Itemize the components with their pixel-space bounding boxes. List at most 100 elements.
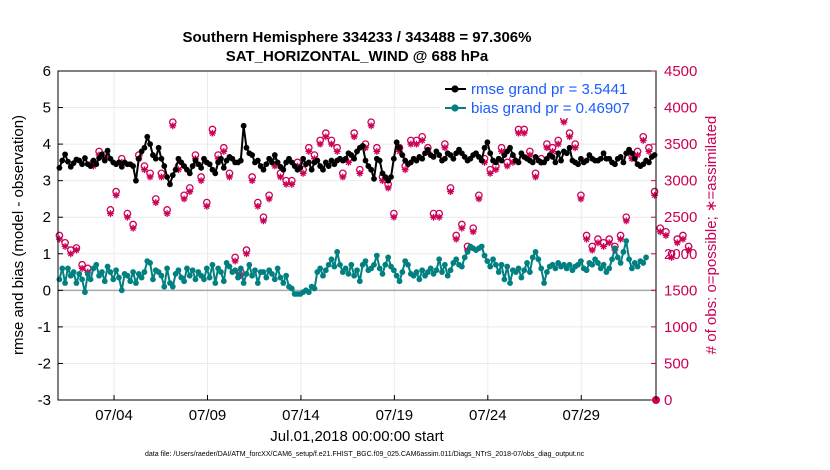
y-tick-label: -1 <box>38 319 51 336</box>
chart-title: Southern Hemisphere 334233 / 343488 = 97… <box>183 29 532 46</box>
rmse-point <box>419 155 426 162</box>
bias-point <box>521 267 528 274</box>
asterisk-stroke <box>266 196 272 202</box>
bias-point <box>342 265 349 272</box>
legend-bias-marker <box>451 104 459 112</box>
asterisk-stroke <box>322 133 329 140</box>
asterisk-stroke <box>130 225 136 232</box>
y2-tick-label: 2500 <box>664 209 697 226</box>
rmse-point <box>144 133 151 140</box>
obs-assimilated-marker <box>600 243 607 250</box>
rmse-point <box>376 157 383 164</box>
x-tick-label: 07/14 <box>282 407 320 424</box>
asterisk-stroke <box>408 141 414 147</box>
obs-assimilated-marker <box>129 224 137 232</box>
obs-assimilated-marker <box>384 184 392 192</box>
bias-point <box>101 278 108 285</box>
legend-box <box>440 76 654 118</box>
asterisk-stroke <box>646 148 652 155</box>
asterisk-stroke <box>572 144 579 151</box>
bias-point <box>181 278 188 285</box>
asterisk-stroke <box>141 166 148 173</box>
obs-assimilated-marker <box>260 217 267 225</box>
bias-point <box>595 260 601 266</box>
bias-point <box>529 254 536 261</box>
bias-point <box>373 252 380 259</box>
bias-point <box>487 263 494 270</box>
asterisk-stroke <box>430 214 437 221</box>
rmse-point <box>87 163 94 169</box>
obs-assimilated-marker <box>152 199 160 206</box>
bias-point <box>507 280 513 286</box>
y-tick-label: 1 <box>43 246 51 263</box>
bias-point <box>379 270 386 277</box>
bias-point <box>552 265 559 272</box>
asterisk-stroke <box>300 170 306 177</box>
rmse-point <box>297 164 304 171</box>
rmse-point <box>399 152 406 158</box>
rmse-point <box>161 163 168 169</box>
obs-assimilated-marker <box>328 140 335 148</box>
x-tick-label: 07/09 <box>189 407 227 424</box>
rmse-point <box>152 155 159 162</box>
bias-point <box>79 276 85 283</box>
y-tick-label: 3 <box>43 173 51 190</box>
rmse-point <box>351 155 358 162</box>
asterisk-stroke <box>334 148 341 155</box>
asterisk-stroke <box>317 141 323 147</box>
rmse-point <box>218 155 224 162</box>
bias-point <box>220 278 227 285</box>
footer-data-file: data file: /Users/raeder/DAI/ATM_forcXX/… <box>145 451 585 458</box>
rmse-point <box>552 159 559 166</box>
obs-assimilated-marker <box>656 228 664 236</box>
obs-assimilated-marker <box>566 133 573 141</box>
asterisk-stroke <box>368 122 375 129</box>
bias-point <box>481 252 488 259</box>
asterisk-stroke <box>67 250 74 257</box>
bias-point <box>175 267 182 274</box>
asterisk-stroke <box>226 174 233 180</box>
obs-assimilated-marker <box>305 148 313 155</box>
obs-assimilated-marker <box>639 137 647 144</box>
obs-assimilated-marker <box>458 224 466 232</box>
rmse-point <box>62 151 68 158</box>
obs-assimilated-marker <box>339 173 347 181</box>
asterisk-stroke <box>498 148 505 155</box>
asterisk-stroke <box>680 236 686 242</box>
obs-assimilated-marker <box>203 202 211 210</box>
rmse-point <box>305 159 312 166</box>
obs-assimilated-marker <box>469 228 477 236</box>
rmse-point <box>169 172 176 179</box>
asterisk-stroke <box>158 174 165 180</box>
legend: rmse grand pr = 3.5441 bias grand pr = 0… <box>440 76 654 118</box>
legend-rmse-label: rmse grand pr = 3.5441 <box>471 81 627 98</box>
bias-point <box>436 256 443 263</box>
rmse-point <box>308 166 315 173</box>
bias-point <box>390 267 397 274</box>
asterisk-stroke <box>657 229 664 235</box>
bias-point <box>141 269 148 275</box>
obs-assimilated-marker <box>413 140 420 148</box>
bias-point <box>643 254 649 261</box>
bias-point <box>235 274 241 281</box>
obs-assimilated-marker <box>577 195 585 203</box>
rmse-point <box>155 144 162 151</box>
bias-point <box>617 260 624 266</box>
rmse-point <box>56 164 63 171</box>
y2-tick-label: 0 <box>664 392 672 409</box>
asterisk-stroke <box>606 239 613 246</box>
rmse-point <box>436 152 443 158</box>
bias-point <box>311 285 318 292</box>
bias-point <box>93 261 100 268</box>
obs-assimilated-marker <box>605 239 613 247</box>
obs-assimilated-marker <box>685 246 692 254</box>
bias-point <box>577 258 584 264</box>
asterisk-stroke <box>328 141 335 147</box>
rmse-point <box>99 151 105 158</box>
bias-point <box>612 245 618 252</box>
obs-assimilated-marker <box>526 151 534 159</box>
bias-point <box>113 267 119 274</box>
bias-point <box>629 265 635 272</box>
rmse-point <box>130 163 137 169</box>
